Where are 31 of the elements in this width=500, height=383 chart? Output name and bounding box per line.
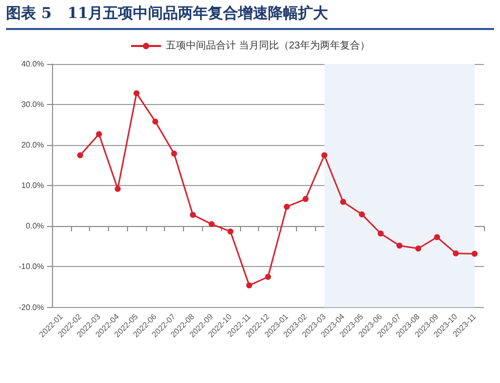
y-tick-label: 10.0%	[21, 181, 44, 190]
point	[96, 131, 102, 138]
point	[265, 274, 271, 280]
point	[415, 245, 422, 252]
point	[434, 234, 440, 240]
point	[452, 250, 459, 256]
point	[340, 198, 346, 205]
point	[302, 196, 309, 202]
legend-label: 五项中间品合计 当月同比（23年为两年复合）	[166, 40, 370, 52]
point	[171, 150, 178, 157]
point	[246, 282, 252, 288]
y-tick-label: -10.0%	[18, 262, 44, 272]
y-tick-label: -20.0%	[18, 302, 44, 312]
point	[134, 90, 140, 96]
y-tick-label: 30.0%	[21, 100, 44, 110]
point	[227, 228, 234, 234]
point	[190, 212, 196, 218]
y-tick-label: 0.0%	[26, 222, 44, 231]
point	[114, 186, 121, 192]
point	[472, 250, 478, 257]
point	[396, 242, 402, 249]
chart-title: 图表 5 11月五项中间品两年复合增速降幅扩大	[6, 4, 494, 30]
point	[321, 152, 328, 158]
point	[152, 118, 158, 125]
point	[284, 204, 290, 210]
y-tick-label: 40.0%	[21, 60, 44, 68]
point	[77, 152, 84, 158]
y-tick-label: 20.0%	[21, 140, 44, 150]
point	[378, 230, 384, 236]
point	[358, 211, 365, 218]
point	[208, 221, 215, 228]
